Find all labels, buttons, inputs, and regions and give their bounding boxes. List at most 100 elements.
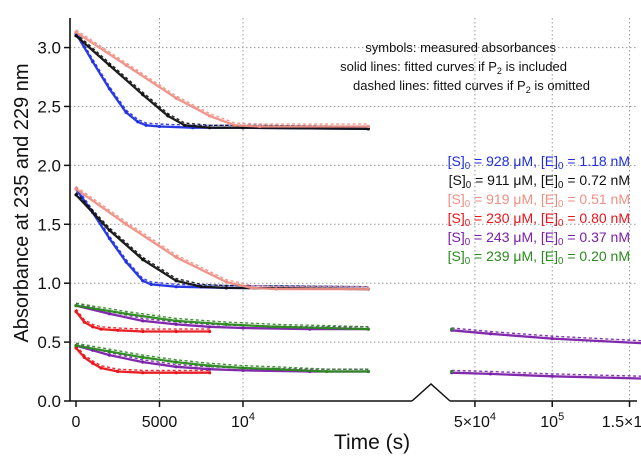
trace-4-point — [74, 309, 78, 314]
legend-entry-part: [S] — [448, 248, 465, 264]
trace-6-point — [124, 312, 128, 316]
legend: [S]0 = 928 μM, [E]0 = 1.18 nM[S]0 = 911 … — [448, 153, 630, 267]
trace-5-fit-dashed — [451, 327, 641, 342]
series-6-point — [324, 369, 329, 374]
series-1-point — [157, 124, 162, 129]
axis-break-mark — [411, 382, 451, 402]
legend-entry-part: [S] — [448, 229, 465, 245]
series-5-point — [488, 372, 492, 376]
series-6-point — [174, 360, 178, 364]
trace-4-point — [116, 328, 120, 332]
series-layer — [74, 29, 641, 380]
trace-4-fit-dashed — [75, 308, 210, 330]
series-3-point — [124, 63, 128, 67]
series-3-fit-dashed — [75, 29, 369, 125]
legend-entry-part: = 243 μM, [E] — [470, 229, 558, 245]
annotation-line-part: 2 — [497, 66, 502, 76]
trace-5-point — [174, 322, 178, 326]
y-tick-label: 3.0 — [37, 39, 61, 58]
series-3-point — [74, 30, 78, 34]
series-5-point — [241, 368, 245, 372]
series-3-point — [366, 124, 370, 129]
legend-entry-part: = 928 μM, [E] — [470, 153, 558, 169]
legend-entry: [S]0 = 230 μM, [E]0 = 0.80 nM — [448, 210, 630, 229]
series-2-fit-solid — [75, 34, 369, 131]
series-5-fit-dashed — [451, 369, 641, 377]
trace-2-point — [107, 228, 111, 232]
legend-entry-part: = 1.18 nM — [563, 153, 630, 169]
grid-layer — [70, 18, 637, 401]
series-2-point — [107, 63, 111, 67]
trace-1-point — [174, 285, 178, 289]
legend-entry-part: = 0.51 nM — [563, 191, 630, 207]
series-6-point — [366, 369, 370, 374]
series-6-point — [450, 369, 454, 374]
annotation-layer: symbols: measured absorbances solid lines… — [340, 40, 590, 95]
trace-3-point — [224, 280, 228, 284]
series-4-point — [74, 346, 78, 350]
annotation-line-part: is omitted — [531, 78, 590, 93]
annotation-line-part: dashed lines: fitted curves if P — [353, 78, 526, 93]
trace-2-point — [224, 286, 228, 290]
annotation-line-part: solid lines: fitted curves if P — [340, 59, 497, 74]
series-6-point — [208, 364, 212, 368]
x-tick-label-part: 10 — [540, 414, 558, 431]
y-axis-label: Absorbance at 235 and 229 nm — [11, 63, 33, 342]
series-6-point — [274, 367, 278, 371]
series-1-point — [91, 60, 95, 64]
y-tick-label: 0.0 — [37, 392, 61, 411]
trace-5-fit-solid — [75, 304, 369, 331]
annotation-line: dashed lines: fitted curves if P2 is omi… — [353, 78, 590, 95]
trace-3-fit-dashed — [75, 186, 369, 288]
series-1-point — [144, 123, 148, 127]
series-1-point — [107, 87, 111, 91]
legend-entry-part: 0 — [558, 180, 564, 191]
series-5-fit-solid — [451, 371, 641, 380]
series-4-fit-dashed — [75, 345, 210, 372]
legend-entry: [S]0 = 919 μM, [E]0 = 0.51 nM — [448, 191, 630, 210]
legend-entry-part: 0 — [465, 199, 471, 210]
legend-entry-part: [S] — [449, 172, 466, 188]
legend-entry-part: = 0.72 nM — [563, 172, 630, 188]
x-tick-label-part: 4 — [249, 411, 255, 423]
trace-6-fit-dashed — [75, 302, 369, 328]
trace-3-point — [366, 287, 370, 291]
series-2-point — [241, 126, 245, 130]
trace-2-fit-dashed — [75, 192, 369, 288]
legend-entry-part: [S] — [448, 210, 465, 226]
series-6-point — [241, 366, 245, 370]
legend-entry-part: [S] — [448, 191, 465, 207]
annotation-line-part: symbols: measured absorbances — [365, 40, 556, 55]
y-tick-label: 2.5 — [37, 97, 61, 116]
series-5-point — [174, 365, 178, 369]
x-tick-label: 104 — [231, 411, 255, 431]
series-5-point — [550, 374, 554, 378]
legend-entry-part: 0 — [466, 180, 472, 191]
trace-2-fit-solid — [75, 194, 369, 291]
x-axis-label: Time (s) — [334, 431, 410, 454]
trace-6-point — [450, 327, 454, 331]
trace-3-point — [174, 255, 178, 259]
annotation-line: solid lines: fitted curves if P2 is incl… — [340, 59, 567, 76]
axis-layer: 0.00.51.01.52.02.53.00 5000 104 5×104 105 1.5… — [37, 18, 641, 431]
legend-entry: [S]0 = 928 μM, [E]0 = 1.18 nM — [448, 153, 630, 172]
legend-entry: [S]0 = 239 μM, [E]0 = 0.20 nM — [448, 248, 630, 267]
trace-2-point — [74, 193, 78, 197]
trace-5-point — [241, 326, 245, 330]
y-tick-label: 1.0 — [37, 274, 61, 293]
series-1-point — [136, 120, 140, 124]
x-tick-label: 1.5×105 — [602, 411, 641, 431]
series-4-point — [99, 366, 103, 370]
trace-1-point — [141, 279, 145, 283]
series-5-point — [141, 360, 145, 364]
legend-entry-part: 0 — [558, 199, 564, 210]
legend-entry-part: 0 — [465, 256, 471, 267]
annotation-line: symbols: measured absorbances — [365, 40, 556, 55]
trace-6-point — [174, 319, 178, 323]
x-tick-label-part: 10 — [231, 414, 249, 431]
series-2-point — [74, 34, 78, 38]
trace-5-point — [107, 312, 111, 316]
legend-entry-part: = 911 μM, [E] — [471, 172, 558, 188]
trace-4-fit-solid — [75, 310, 210, 333]
